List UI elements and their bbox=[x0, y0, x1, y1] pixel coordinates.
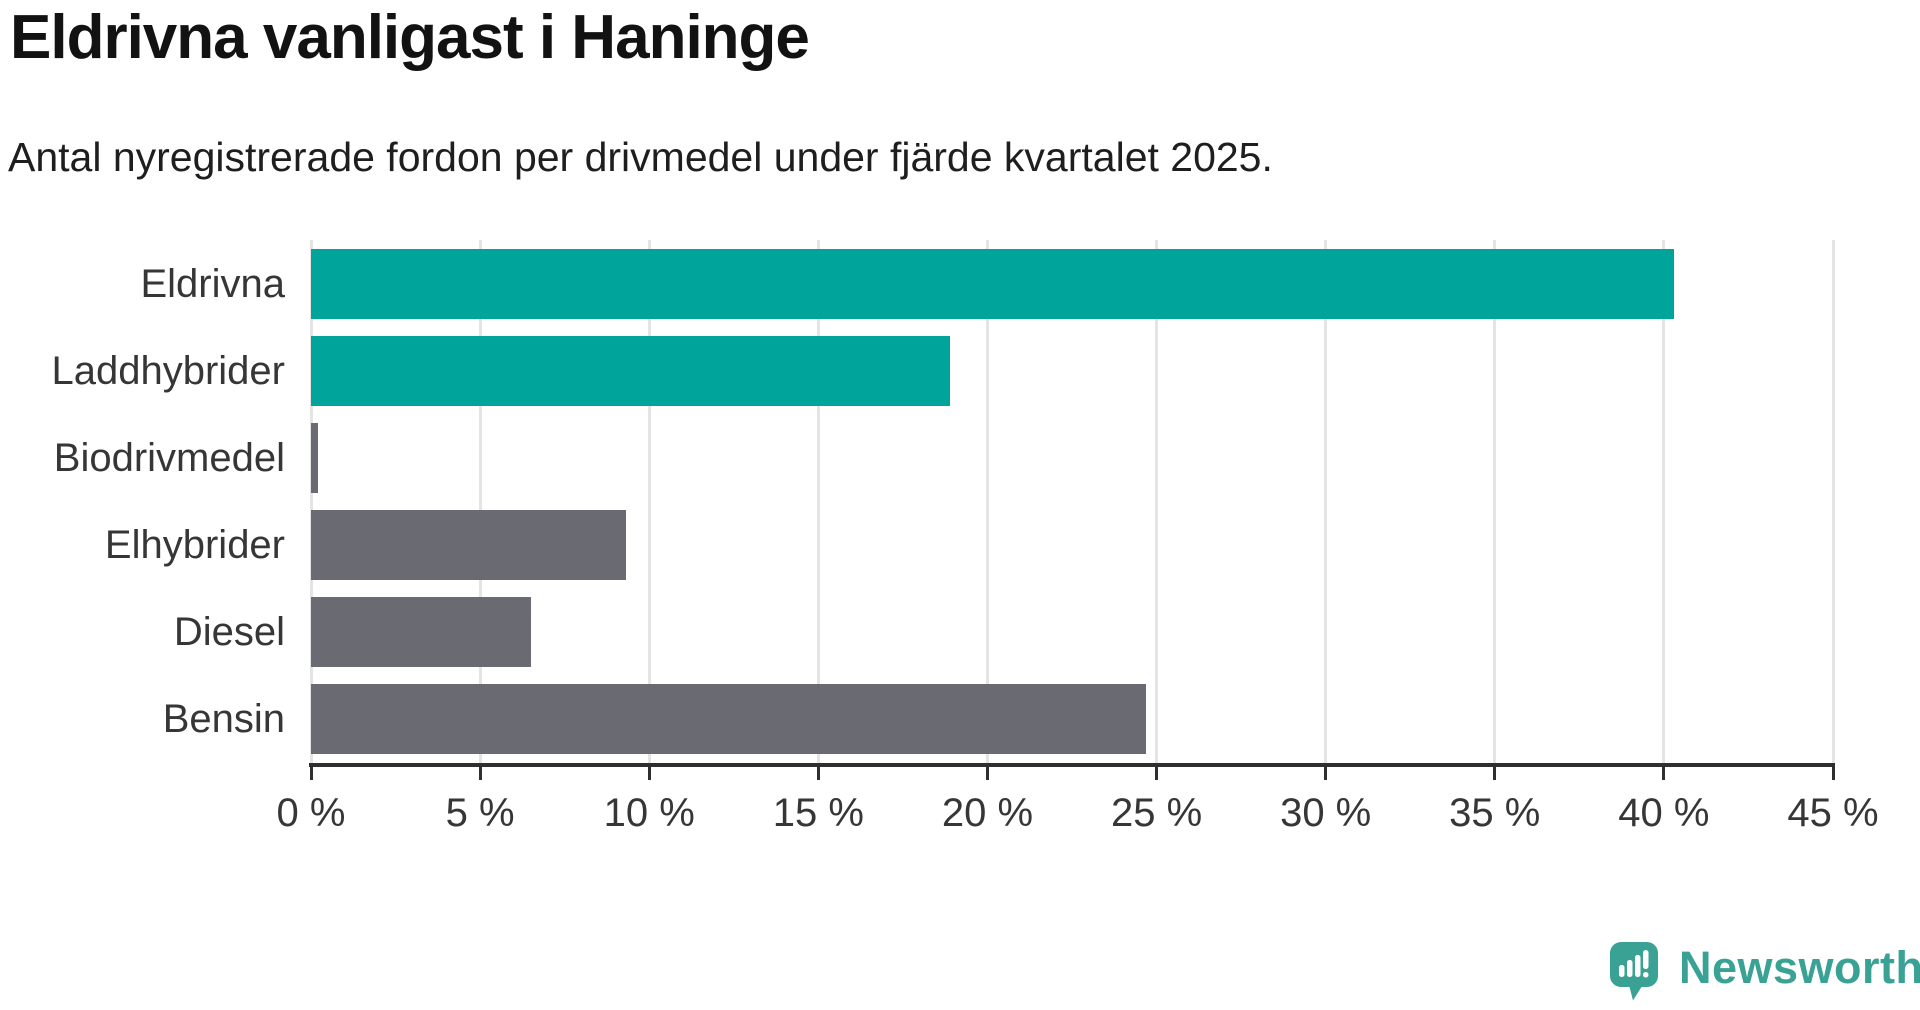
bar-elhybrider bbox=[311, 510, 626, 581]
x-axis-tick bbox=[816, 767, 820, 780]
x-tick-label: 35 % bbox=[1449, 791, 1541, 835]
x-axis-tick bbox=[1155, 767, 1159, 780]
x-tick-label: 45 % bbox=[1787, 791, 1879, 835]
gridline bbox=[1493, 240, 1497, 763]
category-label-biodrivmedel: Biodrivmedel bbox=[53, 435, 285, 480]
gridline bbox=[647, 240, 651, 763]
x-tick-label: 5 % bbox=[445, 791, 515, 835]
x-tick-label: 30 % bbox=[1280, 791, 1372, 835]
x-tick-label: 15 % bbox=[772, 791, 864, 835]
x-axis-tick bbox=[1662, 767, 1666, 780]
gridline bbox=[1662, 240, 1666, 763]
bar-laddhybrider bbox=[311, 335, 951, 406]
category-label-laddhybrider: Laddhybrider bbox=[51, 348, 286, 393]
x-axis-tick bbox=[985, 767, 989, 780]
x-tick-label: 0 % bbox=[276, 791, 346, 835]
gridline bbox=[1155, 240, 1159, 763]
x-axis-tick bbox=[478, 767, 482, 780]
bar-diesel bbox=[311, 597, 531, 668]
x-axis-tick bbox=[1324, 767, 1328, 780]
x-tick-label: 40 % bbox=[1618, 791, 1710, 835]
category-label-diesel: Diesel bbox=[173, 610, 285, 655]
newsworthy-logo: Newsworthy bbox=[1610, 942, 1920, 1007]
gridline bbox=[985, 240, 989, 763]
gridline bbox=[816, 240, 820, 763]
x-tick-label: 10 % bbox=[603, 791, 695, 835]
x-tick-label: 20 % bbox=[941, 791, 1034, 835]
gridline bbox=[1831, 240, 1835, 763]
bar-biodrivmedel bbox=[311, 422, 318, 493]
newsworthy-speech-bubble-chart-icon bbox=[1610, 942, 1658, 1007]
category-label-elhybrider: Elhybrider bbox=[104, 523, 285, 568]
x-tick-label: 25 % bbox=[1110, 791, 1203, 835]
x-axis-tick bbox=[647, 767, 651, 780]
gridline bbox=[1324, 240, 1328, 763]
category-label-eldrivna: Eldrivna bbox=[140, 261, 285, 306]
bar-eldrivna bbox=[311, 248, 1675, 319]
gridline bbox=[309, 240, 313, 763]
category-label-bensin: Bensin bbox=[162, 697, 285, 742]
chart-subtitle: Antal nyregistrerade fordon per drivmede… bbox=[8, 134, 1273, 180]
bar-bensin bbox=[311, 684, 1147, 755]
newsworthy-logo-text: Newsworthy bbox=[1679, 942, 1920, 993]
x-axis-tick bbox=[309, 767, 313, 780]
x-axis-line bbox=[309, 763, 1835, 767]
x-axis-tick bbox=[1831, 767, 1835, 780]
chart-title: Eldrivna vanligast i Haninge bbox=[10, 3, 810, 72]
x-axis-tick bbox=[1493, 767, 1497, 780]
gridline bbox=[478, 240, 482, 763]
